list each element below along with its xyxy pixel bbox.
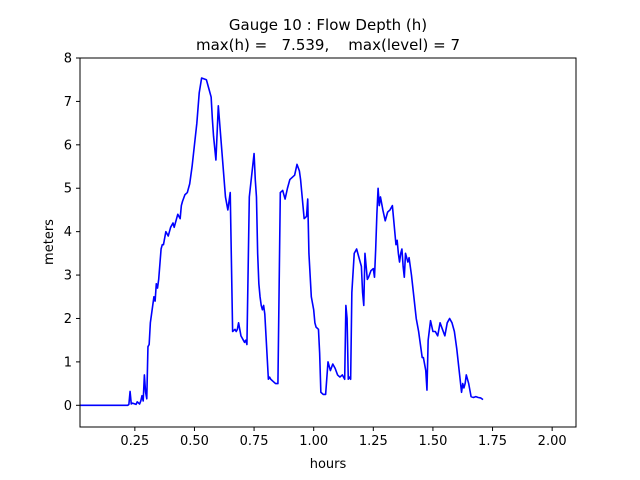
flow-depth-line — [80, 77, 484, 407]
x-tick-label: 0.75 — [240, 434, 269, 449]
y-axis-label: meters — [42, 219, 57, 265]
x-tick-label: 0.50 — [180, 434, 209, 449]
plot-frame — [79, 57, 577, 428]
x-tick-label: 1.25 — [359, 434, 388, 449]
x-axis-label: hours — [310, 457, 347, 472]
chart-subtitle: max(h) = 7.539, max(level) = 7 — [196, 36, 460, 54]
y-axis-ticks: 0 1 2 3 4 5 6 7 8 — [64, 52, 80, 414]
x-tick-label: 2.00 — [538, 434, 567, 449]
x-tick-label: 1.75 — [478, 434, 507, 449]
y-tick-label: 2 — [64, 312, 72, 327]
chart-title: Gauge 10 : Flow Depth (h) — [229, 16, 427, 34]
y-tick-label: 3 — [64, 269, 72, 284]
y-tick-label: 0 — [64, 399, 72, 414]
y-tick-label: 6 — [64, 138, 72, 153]
x-tick-label: 1.50 — [418, 434, 447, 449]
x-tick-label: 0.25 — [120, 434, 149, 449]
x-tick-label: 1.00 — [299, 434, 328, 449]
y-tick-label: 1 — [64, 355, 72, 370]
y-tick-label: 7 — [64, 95, 72, 110]
y-tick-label: 4 — [64, 225, 72, 240]
y-tick-label: 5 — [64, 182, 72, 197]
x-axis-ticks: 0.25 0.50 0.75 1.00 1.25 1.50 1.75 2.00 — [120, 427, 567, 449]
y-tick-label: 8 — [64, 52, 72, 67]
